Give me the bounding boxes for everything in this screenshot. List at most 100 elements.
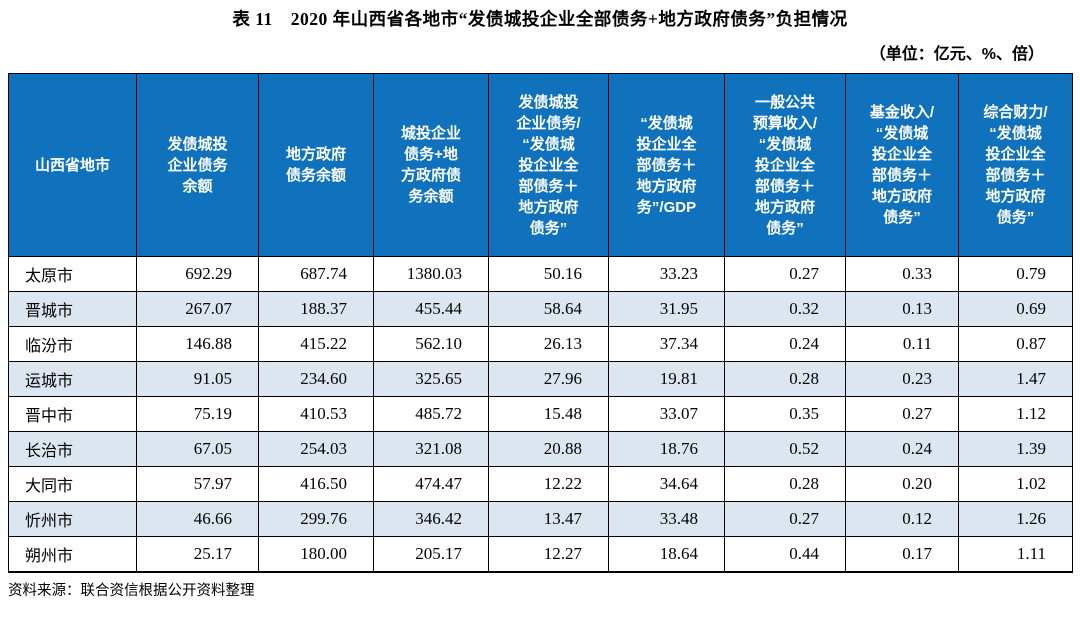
value-cell: 415.22 (258, 326, 374, 362)
city-cell: 临汾市 (8, 326, 137, 362)
value-cell: 67.05 (136, 431, 259, 467)
value-cell: 0.24 (724, 326, 846, 362)
value-cell: 18.76 (608, 431, 725, 467)
value-cell: 26.13 (488, 326, 609, 362)
value-cell: 57.97 (136, 466, 259, 502)
column-header: 一般公共 预算收入/ “发债城 投企业全 部债务＋ 地方政府 债务” (724, 73, 846, 257)
value-cell: 0.52 (724, 431, 846, 467)
value-cell: 455.44 (373, 291, 489, 327)
table-row: 长治市 67.05 254.03 321.08 20.88 18.76 0.52 0.24 1.… (8, 431, 1073, 467)
value-cell: 0.44 (724, 536, 846, 573)
table-row: 临汾市 146.88 415.22 562.10 26.13 37.34 0.24 0.11 0… (8, 326, 1073, 362)
value-cell: 1.11 (958, 536, 1073, 573)
value-cell: 346.42 (373, 501, 489, 537)
city-cell: 晋中市 (8, 396, 137, 432)
table-title: 表 11 2020 年山西省各地市“发债城投企业全部债务+地方政府债务”负担情况 (232, 9, 848, 29)
table-row: 晋中市 75.19 410.53 485.72 15.48 33.07 0.35 0.27 1.… (8, 396, 1073, 432)
value-cell: 1380.03 (373, 256, 489, 292)
value-cell: 0.24 (845, 431, 959, 467)
value-cell: 562.10 (373, 326, 489, 362)
value-cell: 474.47 (373, 466, 489, 502)
value-cell: 33.48 (608, 501, 725, 537)
value-cell: 0.13 (845, 291, 959, 327)
table-row: 太原市 692.29 687.74 1380.03 50.16 33.23 0.27 0.33… (8, 256, 1073, 292)
value-cell: 205.17 (373, 536, 489, 573)
value-cell: 0.33 (845, 256, 959, 292)
city-cell: 太原市 (8, 256, 137, 292)
value-cell: 50.16 (488, 256, 609, 292)
value-cell: 325.65 (373, 361, 489, 397)
debt-burden-table: 山西省地市 发债城投 企业债务 余额 地方政府 债务余额 城投企业 债务+地 方政府债… (8, 73, 1073, 573)
column-header: 城投企业 债务+地 方政府债 务余额 (373, 73, 489, 257)
value-cell: 15.48 (488, 396, 609, 432)
city-cell: 晋城市 (8, 291, 137, 327)
value-cell: 31.95 (608, 291, 725, 327)
value-cell: 0.87 (958, 326, 1073, 362)
column-header: 基金收入/ “发债城 投企业全 部债务＋ 地方政府 债务” (845, 73, 959, 257)
column-header: 山西省地市 (8, 73, 137, 257)
column-header: 地方政府 债务余额 (258, 73, 374, 257)
column-header: 发债城投 企业债务 余额 (136, 73, 259, 257)
value-cell: 180.00 (258, 536, 374, 573)
value-cell: 1.39 (958, 431, 1073, 467)
value-cell: 19.81 (608, 361, 725, 397)
column-header: “发债城 投企业全 部债务＋ 地方政府 务”/GDP (608, 73, 725, 257)
value-cell: 0.35 (724, 396, 846, 432)
value-cell: 33.07 (608, 396, 725, 432)
value-cell: 46.66 (136, 501, 259, 537)
table-row: 忻州市 46.66 299.76 346.42 13.47 33.48 0.27 0.12 1.… (8, 501, 1073, 537)
value-cell: 267.07 (136, 291, 259, 327)
value-cell: 34.64 (608, 466, 725, 502)
value-cell: 1.02 (958, 466, 1073, 502)
value-cell: 485.72 (373, 396, 489, 432)
unit-note: （单位：亿元、%、倍） (869, 46, 1044, 63)
table-row: 晋城市 267.07 188.37 455.44 58.64 31.95 0.32 0.13 0… (8, 291, 1073, 327)
value-cell: 692.29 (136, 256, 259, 292)
report-page: 表 11 2020 年山西省各地市“发债城投企业全部债务+地方政府债务”负担情况… (8, 9, 1073, 599)
value-cell: 410.53 (258, 396, 374, 432)
city-cell: 运城市 (8, 361, 137, 397)
value-cell: 91.05 (136, 361, 259, 397)
city-cell: 大同市 (8, 466, 137, 502)
value-cell: 0.69 (958, 291, 1073, 327)
header-row: 山西省地市 发债城投 企业债务 余额 地方政府 债务余额 城投企业 债务+地 方政府债… (8, 73, 1073, 257)
value-cell: 687.74 (258, 256, 374, 292)
value-cell: 0.27 (724, 256, 846, 292)
column-header: 综合财力/ “发债城 投企业全 部债务＋ 地方政府 债务” (958, 73, 1073, 257)
value-cell: 0.27 (724, 501, 846, 537)
value-cell: 1.47 (958, 361, 1073, 397)
city-cell: 长治市 (8, 431, 137, 467)
table-row: 运城市 91.05 234.60 325.65 27.96 19.81 0.28 0.23 1.… (8, 361, 1073, 397)
value-cell: 0.32 (724, 291, 846, 327)
value-cell: 1.26 (958, 501, 1073, 537)
value-cell: 0.12 (845, 501, 959, 537)
value-cell: 0.23 (845, 361, 959, 397)
value-cell: 0.27 (845, 396, 959, 432)
value-cell: 1.12 (958, 396, 1073, 432)
value-cell: 0.79 (958, 256, 1073, 292)
value-cell: 234.60 (258, 361, 374, 397)
value-cell: 0.28 (724, 361, 846, 397)
value-cell: 27.96 (488, 361, 609, 397)
value-cell: 25.17 (136, 536, 259, 573)
value-cell: 321.08 (373, 431, 489, 467)
value-cell: 33.23 (608, 256, 725, 292)
value-cell: 12.27 (488, 536, 609, 573)
value-cell: 188.37 (258, 291, 374, 327)
value-cell: 0.11 (845, 326, 959, 362)
value-cell: 254.03 (258, 431, 374, 467)
value-cell: 146.88 (136, 326, 259, 362)
value-cell: 37.34 (608, 326, 725, 362)
value-cell: 0.20 (845, 466, 959, 502)
value-cell: 416.50 (258, 466, 374, 502)
table-row: 朔州市 25.17 180.00 205.17 12.27 18.64 0.44 0.17 1.… (8, 536, 1073, 573)
city-cell: 朔州市 (8, 536, 137, 573)
value-cell: 13.47 (488, 501, 609, 537)
value-cell: 0.28 (724, 466, 846, 502)
column-header: 发债城投 企业债务/ “发债城 投企业全 部债务＋ 地方政府 债务” (488, 73, 609, 257)
value-cell: 12.22 (488, 466, 609, 502)
value-cell: 0.17 (845, 536, 959, 573)
value-cell: 18.64 (608, 536, 725, 573)
table-header: 山西省地市 发债城投 企业债务 余额 地方政府 债务余额 城投企业 债务+地 方政府债… (8, 73, 1073, 257)
value-cell: 20.88 (488, 431, 609, 467)
